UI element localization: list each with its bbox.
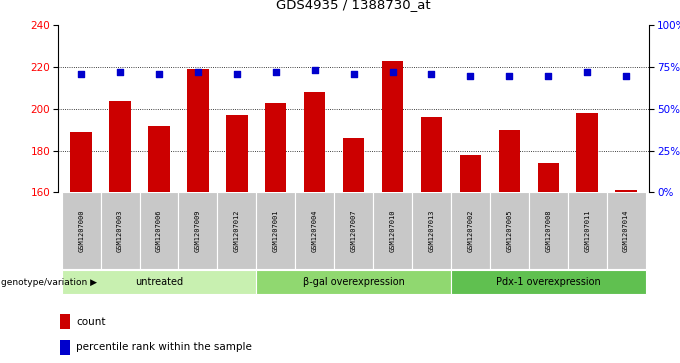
Text: GSM1207013: GSM1207013 <box>428 209 435 252</box>
Point <box>426 71 437 77</box>
Bar <box>256 192 295 269</box>
Point <box>154 71 165 77</box>
Bar <box>178 192 218 269</box>
Point <box>387 69 398 75</box>
Bar <box>295 192 334 269</box>
Text: Pdx-1 overexpression: Pdx-1 overexpression <box>496 277 600 287</box>
Text: count: count <box>76 317 106 327</box>
Text: GSM1207003: GSM1207003 <box>117 209 123 252</box>
Bar <box>226 115 248 192</box>
Text: GSM1207010: GSM1207010 <box>390 209 396 252</box>
Bar <box>412 192 451 269</box>
Point <box>271 69 282 75</box>
Bar <box>490 192 529 269</box>
Bar <box>139 192 178 269</box>
Text: GSM1207011: GSM1207011 <box>584 209 590 252</box>
Point <box>621 73 632 78</box>
Point <box>504 73 515 78</box>
Bar <box>60 314 70 329</box>
Text: GSM1207001: GSM1207001 <box>273 209 279 252</box>
Bar <box>109 101 131 192</box>
Point <box>465 73 476 78</box>
Bar <box>304 92 326 192</box>
Bar <box>62 192 101 269</box>
Bar <box>148 126 170 192</box>
Bar <box>607 192 645 269</box>
Point <box>231 71 242 77</box>
Text: GDS4935 / 1388730_at: GDS4935 / 1388730_at <box>276 0 431 11</box>
Text: GSM1207004: GSM1207004 <box>311 209 318 252</box>
Bar <box>498 130 520 192</box>
Bar <box>537 163 559 192</box>
Point <box>75 71 86 77</box>
Text: GSM1207000: GSM1207000 <box>78 209 84 252</box>
Bar <box>529 192 568 269</box>
Point <box>115 69 126 75</box>
Bar <box>451 270 645 294</box>
Bar <box>568 192 607 269</box>
Point <box>581 69 592 75</box>
Bar <box>421 117 442 192</box>
Bar <box>62 270 256 294</box>
Bar <box>451 192 490 269</box>
Text: genotype/variation ▶: genotype/variation ▶ <box>1 278 97 287</box>
Text: GSM1207002: GSM1207002 <box>467 209 473 252</box>
Text: GSM1207007: GSM1207007 <box>351 209 356 252</box>
Bar <box>187 69 209 192</box>
Point <box>348 71 359 77</box>
Bar <box>256 270 451 294</box>
Text: β-gal overexpression: β-gal overexpression <box>303 277 405 287</box>
Bar <box>334 192 373 269</box>
Text: percentile rank within the sample: percentile rank within the sample <box>76 342 252 352</box>
Point <box>309 68 320 73</box>
Bar <box>577 113 598 192</box>
Bar <box>615 190 636 192</box>
Text: GSM1207009: GSM1207009 <box>195 209 201 252</box>
Bar <box>373 192 412 269</box>
Point <box>543 73 554 78</box>
Text: GSM1207005: GSM1207005 <box>507 209 512 252</box>
Bar <box>460 155 481 192</box>
Text: GSM1207012: GSM1207012 <box>234 209 240 252</box>
Bar <box>101 192 139 269</box>
Bar <box>218 192 256 269</box>
Text: untreated: untreated <box>135 277 183 287</box>
Bar <box>60 340 70 355</box>
Text: GSM1207006: GSM1207006 <box>156 209 162 252</box>
Text: GSM1207014: GSM1207014 <box>623 209 629 252</box>
Bar <box>343 138 364 192</box>
Bar <box>265 103 286 192</box>
Bar <box>71 132 92 192</box>
Text: GSM1207008: GSM1207008 <box>545 209 551 252</box>
Bar <box>381 61 403 192</box>
Point <box>192 69 203 75</box>
